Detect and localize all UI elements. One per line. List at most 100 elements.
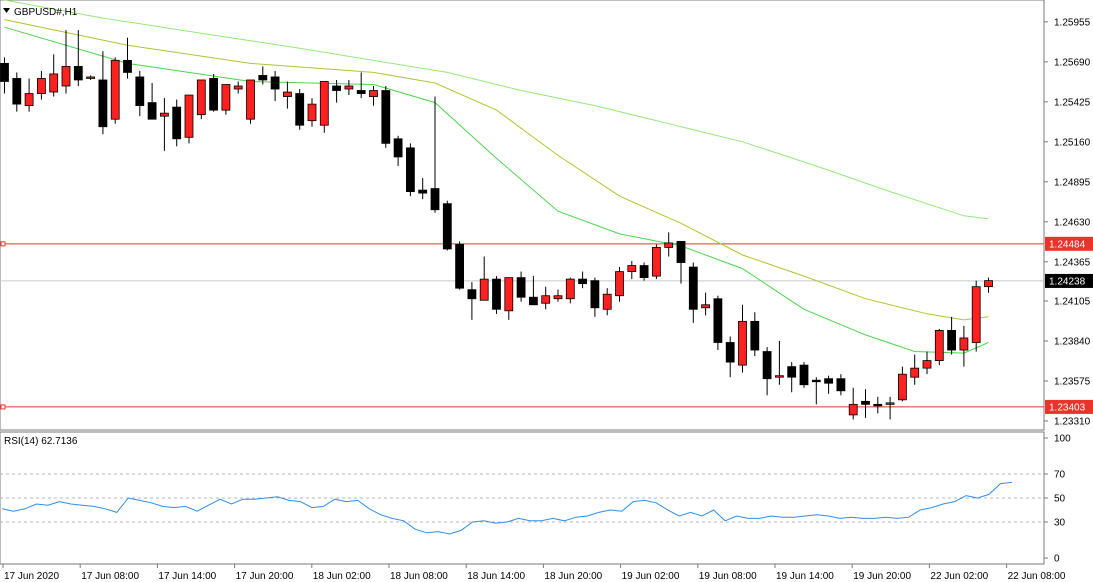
- candle-body: [910, 367, 920, 378]
- candle: [590, 277, 600, 317]
- candle-body: [750, 320, 760, 351]
- candle: [110, 57, 120, 124]
- candle-body: [553, 295, 563, 300]
- price-panel[interactable]: 1.25955 1.25690 1.25425 1.25160 1.24895 1.246…: [0, 0, 1093, 431]
- candle-body: [98, 79, 108, 128]
- current-price-label: 1.24238: [1049, 276, 1086, 287]
- candle-body: [258, 75, 268, 81]
- candle-body: [135, 76, 145, 107]
- candle: [664, 232, 674, 257]
- candle-body: [393, 138, 403, 158]
- candle-body: [12, 78, 22, 105]
- time-tick-label: 17 Jun 14:00: [158, 571, 216, 582]
- candle-body: [652, 247, 661, 277]
- candle-body: [565, 278, 575, 300]
- candle-body: [381, 90, 391, 144]
- candle: [713, 295, 723, 351]
- time-tick-label: 17 Jun 08:00: [81, 571, 139, 582]
- candle-body: [885, 402, 895, 405]
- candle: [934, 328, 944, 366]
- candle-body: [762, 351, 772, 380]
- candle: [799, 362, 809, 388]
- price-tick-label: 1.25690: [1054, 57, 1091, 68]
- current-price-tag: [1045, 273, 1093, 288]
- candle-body: [37, 78, 46, 94]
- level-anchor-handle[interactable]: [0, 404, 6, 410]
- candle: [430, 96, 440, 213]
- candle: [221, 84, 231, 115]
- candle: [332, 79, 342, 103]
- level-price-label: 1.24484: [1049, 239, 1086, 250]
- candle-body: [49, 73, 59, 93]
- candle: [184, 94, 194, 144]
- candle-body: [479, 278, 489, 301]
- rsi-panel[interactable]: 100 70 50 30 0 RSI(14) 62.7136: [0, 431, 1071, 565]
- candle-body: [676, 241, 686, 263]
- candle-body: [688, 266, 698, 310]
- candle-body: [492, 278, 501, 310]
- candle-body: [615, 271, 624, 297]
- candle-body: [947, 330, 956, 351]
- candle: [24, 78, 34, 112]
- candle: [738, 304, 747, 373]
- candle-body: [344, 85, 354, 90]
- candle-body: [196, 79, 206, 116]
- candle-body: [602, 293, 612, 310]
- candle-body: [627, 265, 637, 272]
- level-price-tag: [1045, 236, 1093, 251]
- candle: [455, 241, 465, 290]
- candle: [639, 262, 649, 281]
- candle: [922, 351, 932, 375]
- candle: [369, 86, 378, 106]
- candle-body: [61, 65, 71, 87]
- candle: [652, 244, 661, 280]
- candle: [98, 51, 108, 135]
- candle: [196, 79, 206, 120]
- time-tick-label: 22 Jun 08:00: [1008, 571, 1066, 582]
- candle: [959, 325, 969, 367]
- candle: [504, 277, 514, 320]
- candle-body: [934, 330, 944, 361]
- rsi-tick-label: 0: [1054, 554, 1060, 565]
- candle-body: [147, 102, 157, 120]
- candle: [86, 75, 95, 80]
- candle: [381, 86, 391, 148]
- candle: [861, 389, 870, 418]
- candle-body: [123, 59, 132, 73]
- candle: [602, 288, 612, 316]
- candle-body: [922, 360, 932, 369]
- candle: [282, 81, 292, 109]
- moving-average-line: [4, 26, 989, 354]
- candle: [319, 81, 329, 133]
- candle: [775, 340, 784, 385]
- candle: [135, 70, 145, 117]
- candle-body: [221, 84, 231, 111]
- candle: [676, 241, 686, 284]
- candle: [172, 99, 182, 147]
- candle-body: [873, 403, 883, 407]
- menu-triangle-icon[interactable]: [3, 8, 10, 13]
- rsi-tick-label: 100: [1054, 434, 1071, 445]
- candle-body: [639, 265, 649, 279]
- candle: [836, 374, 846, 396]
- candle-body: [529, 296, 538, 306]
- candle-body: [319, 81, 329, 126]
- price-tick-label: 1.24105: [1054, 297, 1091, 308]
- time-tick-label: 22 Jun 02:00: [930, 571, 988, 582]
- price-tick-label: 1.23310: [1054, 416, 1091, 427]
- candle: [418, 178, 428, 200]
- candle-body: [356, 90, 366, 94]
- candle-body: [848, 403, 858, 416]
- price-tick-label: 1.25425: [1054, 97, 1091, 108]
- time-tick-label: 19 Jun 08:00: [699, 571, 757, 582]
- level-anchor-handle[interactable]: [0, 241, 6, 247]
- price-panel-frame: [0, 0, 1045, 431]
- candle-body: [701, 304, 710, 309]
- candle-body: [541, 295, 551, 304]
- candle-body: [0, 62, 9, 82]
- candle: [885, 396, 895, 420]
- candle-body: [86, 76, 95, 79]
- candle-body: [332, 85, 342, 91]
- time-tick-label: 17 Jun 2020: [4, 571, 59, 582]
